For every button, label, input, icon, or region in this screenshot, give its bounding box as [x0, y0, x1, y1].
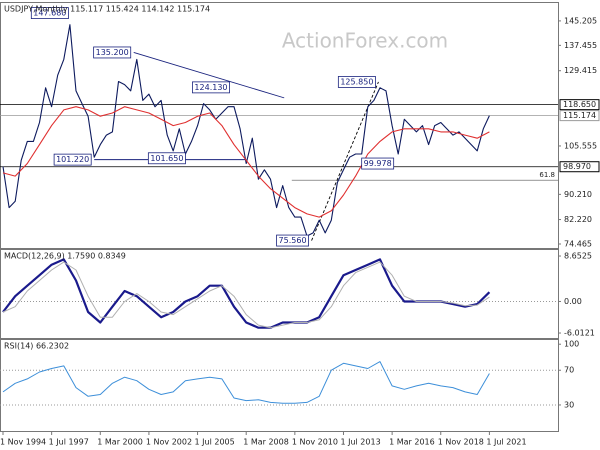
level-box — [559, 99, 600, 111]
x-tick-label: 1 Jul 2013 — [340, 438, 380, 447]
y-tick-label: 129.415 — [564, 66, 597, 75]
x-tick-label: 1 Mar 2016 — [389, 438, 435, 447]
y-tick-label: 70 — [564, 366, 574, 375]
level-box — [559, 161, 600, 173]
annotation-label: 75.560 — [279, 236, 307, 245]
trend-line — [311, 81, 379, 241]
annotation-label: 135.200 — [96, 48, 129, 57]
y-tick-label: 30 — [564, 400, 574, 409]
x-tick-label: 1 Nov 2010 — [292, 438, 338, 447]
annotation-box — [361, 157, 395, 170]
y-tick-label: 145.205 — [564, 16, 597, 25]
x-tick-label: 1 Nov 1994 — [0, 438, 46, 447]
annotation-box — [147, 152, 186, 165]
panel-title: RSI(14) 66.2302 — [4, 342, 69, 351]
fib-label: 61.8 — [539, 171, 555, 179]
x-tick-label: 1 Mar 2000 — [97, 438, 143, 447]
series-line — [2, 258, 491, 329]
annotation-box — [93, 46, 132, 59]
level-box — [559, 110, 600, 122]
series-line — [2, 261, 490, 329]
y-tick-label: 100 — [564, 340, 579, 349]
panel-frame — [0, 2, 559, 249]
y-tick-label: -6.0121 — [564, 329, 595, 338]
y-tick-label: 105.555 — [564, 141, 597, 150]
level-label: 118.650 — [563, 100, 596, 109]
y-tick-label: 0.00 — [564, 297, 582, 306]
watermark: ActionForex.com — [282, 29, 448, 53]
annotation-box — [53, 153, 92, 166]
x-tick-label: 1 Jul 1997 — [49, 438, 89, 447]
x-tick-label: 1 Nov 2018 — [438, 438, 484, 447]
annotation-box — [30, 7, 69, 20]
annotation-box — [337, 76, 376, 88]
annotation-label: 99.978 — [364, 159, 392, 168]
trend-line — [133, 52, 285, 99]
level-label: 115.174 — [563, 111, 596, 120]
x-tick-label: 1 Mar 2008 — [243, 438, 289, 447]
panel-frame — [0, 339, 559, 432]
x-tick-label: 1 Jul 2021 — [486, 438, 526, 447]
series-line — [2, 106, 490, 218]
panel-title: USDJPY,Monthly 115.117 115.424 114.142 1… — [4, 5, 210, 14]
panel-frame — [0, 249, 559, 339]
y-tick-label: 90.210 — [564, 190, 592, 199]
y-tick-label: 74.465 — [564, 240, 592, 249]
x-tick-label: 1 Jul 2005 — [195, 438, 235, 447]
annotation-label: 101.220 — [56, 155, 89, 164]
annotation-label: 124.130 — [194, 83, 227, 92]
level-label: 98.970 — [563, 162, 591, 171]
annotation-box — [276, 234, 309, 247]
y-tick-label: 8.6525 — [564, 252, 592, 261]
annotation-label: 147.680 — [33, 9, 66, 18]
y-tick-label: 82.220 — [564, 215, 592, 224]
panel-title: MACD(12,26,9) 1.7590 0.8349 — [4, 252, 126, 261]
annotation-label: 125.850 — [340, 77, 373, 86]
y-tick-label: 137.455 — [564, 41, 597, 50]
x-tick-label: 1 Nov 2002 — [146, 438, 192, 447]
annotation-box — [192, 81, 230, 94]
series-line — [2, 24, 490, 237]
annotation-label: 101.650 — [150, 154, 183, 163]
series-line — [2, 361, 490, 404]
